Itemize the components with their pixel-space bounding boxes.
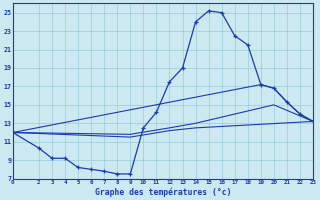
X-axis label: Graphe des températures (°c): Graphe des températures (°c) [95, 187, 231, 197]
